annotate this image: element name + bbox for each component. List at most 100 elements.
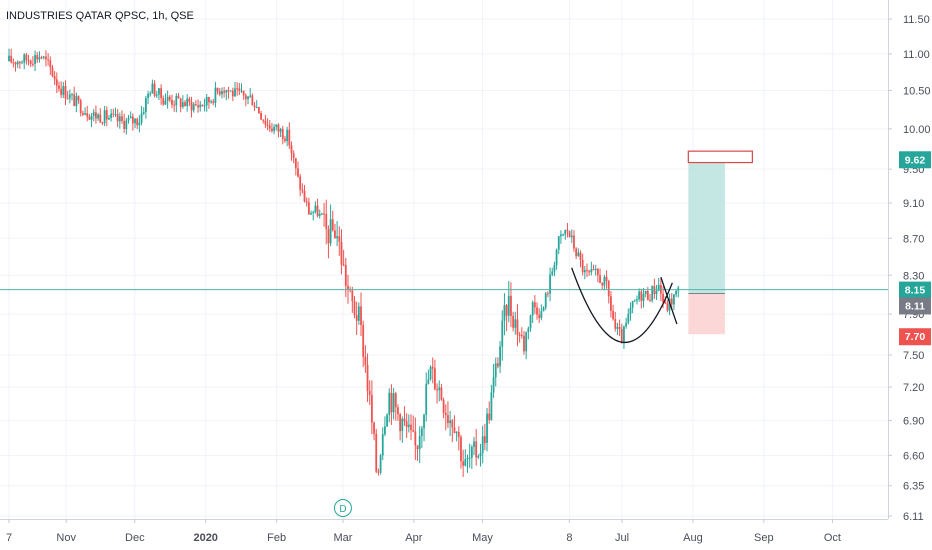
candle-down bbox=[331, 219, 334, 231]
candle-down bbox=[412, 429, 415, 432]
y-tick-label: 7.20 bbox=[903, 382, 924, 394]
candle-up bbox=[479, 453, 482, 457]
candle-down bbox=[362, 325, 365, 357]
candle-up bbox=[110, 113, 113, 118]
candle-up bbox=[38, 57, 41, 60]
candle-down bbox=[281, 128, 284, 139]
candle-up bbox=[540, 311, 543, 318]
candle-down bbox=[212, 101, 215, 103]
price-label-current-text: 8.15 bbox=[905, 285, 926, 297]
y-tick-label: 10.00 bbox=[903, 124, 931, 136]
candle-down bbox=[618, 326, 621, 330]
candle-up bbox=[557, 236, 560, 250]
candle-down bbox=[294, 158, 297, 169]
candle-down bbox=[288, 129, 291, 146]
candle-down bbox=[277, 124, 280, 132]
candle-down bbox=[536, 307, 538, 315]
candle-up bbox=[275, 124, 278, 128]
candle-up bbox=[418, 435, 421, 450]
candle-up bbox=[420, 428, 423, 436]
candle-up bbox=[492, 377, 495, 393]
candle-up bbox=[388, 392, 391, 415]
candle-down bbox=[201, 104, 204, 106]
x-tick-label: Sep bbox=[754, 532, 774, 544]
candle-up bbox=[273, 127, 275, 132]
candle-down bbox=[397, 407, 399, 415]
time-axis[interactable]: 7 Nov Dec 2020 Feb Mar Apr May 8 Jul Aug Sep Oct bbox=[6, 519, 841, 544]
candle-up bbox=[473, 441, 475, 447]
candle-down bbox=[520, 334, 523, 336]
candle-up bbox=[127, 118, 130, 121]
candle-down bbox=[440, 387, 443, 400]
candle-down bbox=[86, 113, 89, 117]
candle-down bbox=[188, 98, 191, 102]
candle-down bbox=[99, 114, 102, 123]
candle-down bbox=[451, 420, 454, 428]
candle-down bbox=[123, 120, 126, 130]
candle-up bbox=[214, 87, 217, 103]
candle-up bbox=[627, 313, 630, 323]
candle-down bbox=[194, 104, 197, 106]
candle-down bbox=[612, 310, 614, 320]
x-tick-label: Feb bbox=[267, 532, 286, 544]
candle-down bbox=[573, 235, 575, 249]
profit-zone bbox=[688, 159, 725, 294]
candle-down bbox=[12, 62, 15, 64]
x-tick-label: Aug bbox=[683, 532, 703, 544]
candle-up bbox=[286, 129, 289, 141]
candle-down bbox=[73, 94, 76, 107]
candle-down bbox=[607, 280, 610, 297]
candle-down bbox=[483, 436, 486, 443]
candle-down bbox=[51, 67, 54, 77]
candle-up bbox=[279, 128, 282, 132]
candle-down bbox=[173, 104, 176, 106]
candle-up bbox=[392, 393, 395, 413]
candle-down bbox=[497, 363, 499, 367]
candle-up bbox=[144, 98, 147, 112]
y-tick-label: 10.50 bbox=[903, 85, 931, 97]
candle-up bbox=[657, 285, 660, 291]
candle-up bbox=[186, 98, 189, 106]
candle-down bbox=[433, 368, 436, 390]
candle-down bbox=[523, 335, 525, 352]
y-tick-label: 8.70 bbox=[903, 233, 924, 245]
candle-up bbox=[318, 213, 321, 216]
x-tick-label: 8 bbox=[566, 532, 572, 544]
x-tick-label: Jul bbox=[615, 532, 629, 544]
candle-down bbox=[271, 128, 273, 132]
x-tick-label: May bbox=[472, 532, 493, 544]
candle-down bbox=[307, 202, 310, 215]
drawings: D bbox=[0, 267, 888, 517]
candle-up bbox=[138, 122, 141, 126]
candle-up bbox=[525, 332, 528, 352]
candle-down bbox=[620, 329, 623, 344]
candle-down bbox=[29, 60, 32, 64]
handle-line bbox=[660, 276, 678, 325]
candle-down bbox=[45, 56, 47, 60]
candle-up bbox=[560, 234, 562, 237]
candle-down bbox=[375, 433, 378, 472]
candle-down bbox=[264, 120, 267, 125]
candle-up bbox=[507, 295, 510, 316]
candle-down bbox=[244, 95, 247, 100]
candle-up bbox=[477, 456, 480, 458]
candle-up bbox=[314, 205, 317, 213]
candle-down bbox=[605, 276, 608, 281]
price-label-current bbox=[899, 281, 931, 299]
candle-up bbox=[466, 457, 469, 460]
candle-down bbox=[49, 60, 52, 68]
candle-up bbox=[675, 290, 677, 295]
candle-down bbox=[344, 264, 347, 286]
candle-down bbox=[236, 88, 239, 90]
price-label-stop-text: 7.70 bbox=[905, 331, 926, 343]
candle-down bbox=[431, 366, 434, 369]
candle-down bbox=[410, 424, 412, 430]
candle-up bbox=[468, 457, 471, 459]
candle-down bbox=[666, 303, 669, 311]
candle-down bbox=[325, 214, 328, 230]
price-axis[interactable]: 11.5011.0010.5010.009.509.108.708.307.90… bbox=[888, 14, 931, 523]
candle-up bbox=[8, 55, 10, 62]
candle-down bbox=[297, 168, 299, 177]
